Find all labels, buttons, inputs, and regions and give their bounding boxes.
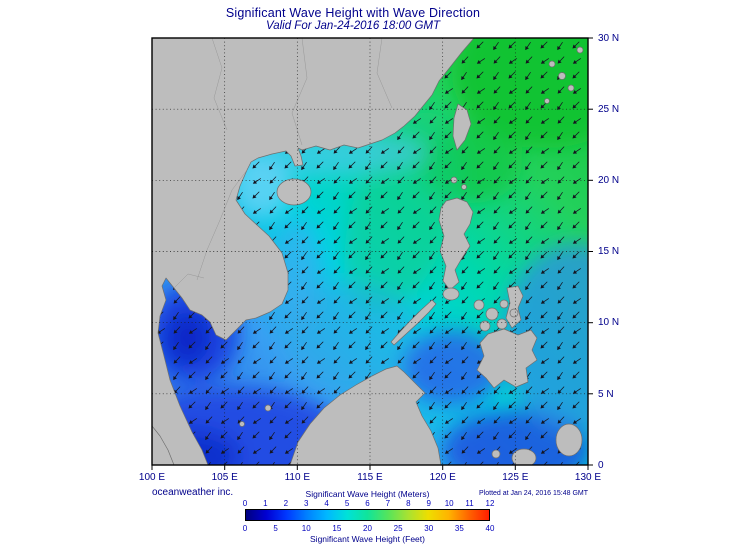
land-palawan xyxy=(390,299,437,346)
map-canvas xyxy=(151,37,593,470)
colorbar-feet-ticks: 0 5 10 15 20 25 30 35 40 xyxy=(242,524,495,533)
land-borneo xyxy=(289,365,442,465)
land-visayas xyxy=(509,308,519,318)
land-babuyan xyxy=(450,176,458,184)
land-mainland-asia xyxy=(152,38,475,465)
colorbar-feet-title: Significant Wave Height (Feet) xyxy=(310,534,425,544)
page-title: Significant Wave Height with Wave Direct… xyxy=(225,6,481,20)
lat-label: 5 N xyxy=(598,389,614,400)
meters-tick: 12 xyxy=(485,499,495,508)
land-visayas xyxy=(499,299,509,309)
meters-tick: 4 xyxy=(324,499,329,508)
lat-label: 20 N xyxy=(598,175,620,186)
land-visayas xyxy=(485,307,499,321)
land-ryukyu xyxy=(567,84,575,92)
feet-tick: 30 xyxy=(424,524,434,533)
land-sulawesi xyxy=(511,448,537,465)
lon-label: 110 E xyxy=(284,472,310,483)
land-taiwan xyxy=(452,103,472,151)
land-ryukyu xyxy=(548,60,556,68)
longitude-axis: 100 E 105 E 110 E 115 E 120 E 125 E 130 … xyxy=(139,472,601,486)
lat-label: 10 N xyxy=(598,317,620,328)
feet-tick: 35 xyxy=(454,524,464,533)
land-mindanao xyxy=(476,328,538,389)
feet-tick: 20 xyxy=(363,524,372,533)
feet-tick: 25 xyxy=(393,524,403,533)
colorbar-meters-title: Significant Wave Height (Meters) xyxy=(305,489,430,499)
latitude-axis: 30 N 25 N 20 N 15 N 10 N 5 N 0 xyxy=(598,33,640,471)
lon-label: 125 E xyxy=(502,472,529,483)
landmass-layer xyxy=(152,38,584,465)
meters-tick: 0 xyxy=(242,499,248,508)
land-halmahera xyxy=(555,423,583,457)
land-mindoro xyxy=(442,287,460,301)
land-sumatra-corner xyxy=(152,425,175,465)
lon-label: 120 E xyxy=(429,472,456,483)
land-visayas xyxy=(496,318,508,330)
lon-label: 105 E xyxy=(211,472,238,483)
feet-tick: 40 xyxy=(485,524,495,533)
valid-time-subtitle: Valid For Jan-24-2016 18:00 GMT xyxy=(265,20,441,32)
country-borders xyxy=(173,38,393,289)
lat-label: 0 xyxy=(598,460,604,471)
meters-tick: 10 xyxy=(444,499,454,508)
grid-lines xyxy=(152,38,588,465)
land-ryukyu xyxy=(544,98,550,104)
meters-tick: 1 xyxy=(263,499,268,508)
axis-tick-marks xyxy=(151,37,593,470)
meters-tick: 6 xyxy=(365,499,370,508)
lat-label: 25 N xyxy=(598,104,620,115)
land-visayas xyxy=(479,320,491,332)
land-samar-leyte xyxy=(505,285,524,329)
land-visayas xyxy=(473,299,485,311)
meters-tick: 3 xyxy=(304,499,309,508)
feet-tick: 10 xyxy=(301,524,311,533)
credit-text: oceanweather inc. xyxy=(152,487,234,498)
feet-tick: 5 xyxy=(273,524,278,533)
meters-tick: 2 xyxy=(283,499,289,508)
land-ryukyu xyxy=(576,46,584,54)
lat-label: 30 N xyxy=(598,33,620,44)
feet-tick: 15 xyxy=(332,524,342,533)
colorbar-meters-ticks: 0 1 2 3 4 5 6 7 8 9 10 11 12 xyxy=(242,499,495,508)
meters-tick: 11 xyxy=(465,499,474,508)
land-natuna xyxy=(264,404,272,412)
feet-tick: 0 xyxy=(242,524,248,533)
lon-label: 130 E xyxy=(574,472,602,483)
land-luzon xyxy=(438,197,474,291)
land-anambas xyxy=(239,421,245,427)
land-hainan xyxy=(276,178,312,206)
lon-label: 100 E xyxy=(138,472,166,483)
map-frame xyxy=(151,37,604,479)
land-babuyan xyxy=(461,184,467,190)
meters-tick: 8 xyxy=(406,499,411,508)
meters-tick: 7 xyxy=(385,499,391,508)
meters-tick: 9 xyxy=(426,499,431,508)
land-sangihe xyxy=(491,449,501,459)
meters-tick: 5 xyxy=(344,499,350,508)
lon-label: 115 E xyxy=(357,472,383,483)
land-ryukyu xyxy=(558,72,566,80)
plotted-timestamp: Plotted at Jan 24, 2016 15:48 GMT xyxy=(479,490,588,497)
colorbar-gradient xyxy=(245,509,490,521)
lat-label: 15 N xyxy=(598,246,620,257)
